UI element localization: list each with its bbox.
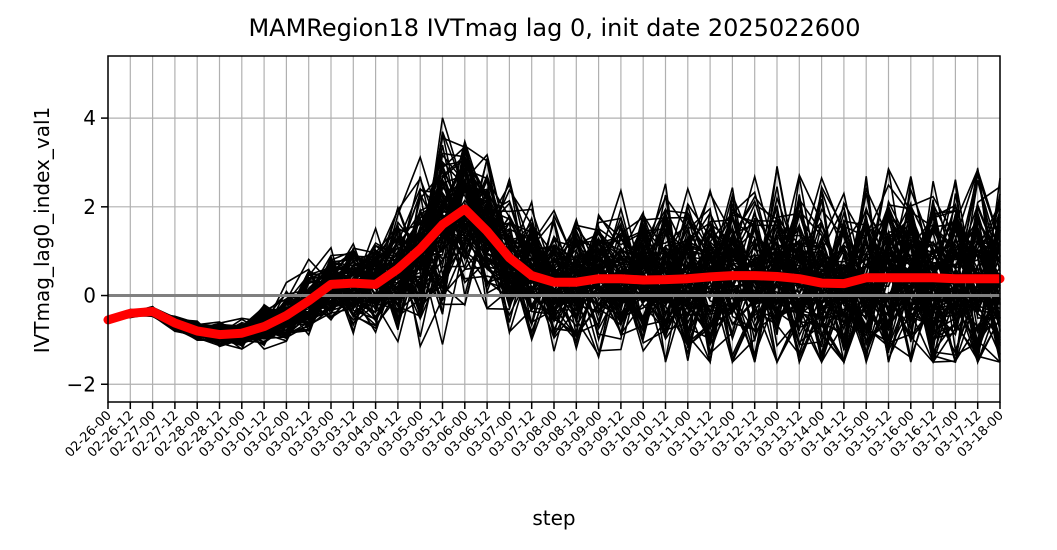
ensemble-mean-layer [103,204,1005,340]
ensemble-mean-line [103,204,1005,340]
ensemble-member-line [107,152,1001,364]
ensemble-member-line [107,182,1001,356]
ensemble-member-line [107,173,1001,364]
y-ticks: −2 0 2 4 [67,106,108,396]
x-ticks: 02-26-0002-26-1202-27-0002-27-1202-28-00… [62,402,1007,461]
y-tick-label: −2 [67,372,96,396]
chart-title: MAMRegion18 IVTmag lag 0, init date 2025… [248,14,861,42]
x-axis-label: step [532,506,576,530]
y-tick-label: 0 [83,284,96,308]
y-tick-label: 2 [83,195,96,219]
y-tick-label: 4 [83,106,96,130]
